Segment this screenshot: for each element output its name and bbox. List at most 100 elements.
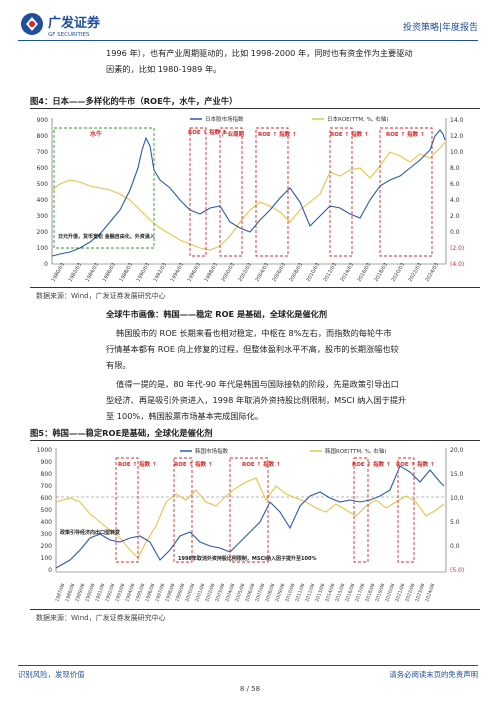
fig5-box-label: ROE ↑ 指数 ↑ <box>242 460 281 468</box>
fig5-ytick: 400 <box>41 519 53 526</box>
para2-line-3: 至 100%，韩国股票市场基本完成国际化。 <box>106 411 264 421</box>
fig5-ytick: 200 <box>41 543 53 550</box>
fig4-xtick: 2002/03 <box>238 262 254 283</box>
fig4-ytick-right: 12.0 <box>450 133 464 140</box>
fig4-box-label: ROE ↑ 指数 ↑ <box>330 130 369 138</box>
fig5-legend-roe: 韩国ROE(TTM, %, 右轴) <box>325 447 387 455</box>
fig4-ytick-right: 0.0 <box>450 229 460 236</box>
figure5-title: 图5：韩国——稳定ROE是基础，全球化是催化剂 <box>30 428 213 438</box>
fig4-xtick: 2000/03 <box>221 262 237 283</box>
fig5-ytick-right: (5.0) <box>450 567 464 574</box>
fig4-box-label: ROE ↑ 指数 ↑ <box>258 130 297 138</box>
section-subhead: 全球牛市画像：韩国——稳定 ROE 是基础，全球化是催化剂 <box>106 309 328 319</box>
fig5-box-label: ROE ↑ 指数 ↑ <box>174 460 213 468</box>
figure4-top-rule <box>30 108 480 109</box>
fig4-xtick: 1994/03 <box>170 262 186 283</box>
figure4-source: 数据来源：Wind，广发证券发展研究中心 <box>36 292 166 300</box>
figure5-source: 数据来源：Wind，广发证券发展研究中心 <box>36 614 166 622</box>
intro-line-1: 1996 年），也有产业周期驱动的，比如 1998-2000 年，同时也有资金作… <box>106 48 413 58</box>
fig5-box-label: ROE ↑ 指数 ↑ <box>352 460 391 468</box>
fig4-ytick: 600 <box>37 165 49 172</box>
fig5-ytick-right: 5.0 <box>450 519 460 526</box>
fig4-ytick-right: 10.0 <box>450 149 464 156</box>
fig4-ytick: 100 <box>37 245 49 252</box>
page-number: 8 / 58 <box>239 685 261 693</box>
fig4-xtick: 1990/03 <box>136 262 152 283</box>
fig5-ytick: 900 <box>41 459 53 466</box>
fig4-ytick: 0 <box>44 261 48 268</box>
fig5-ytick-right: 20.0 <box>450 447 464 454</box>
fig4-xtick: 2004/03 <box>255 262 271 283</box>
para1-line-3: 有限。 <box>106 360 131 370</box>
fig4-xtick: 1980/03 <box>51 262 67 283</box>
fig4-xtick: 1984/03 <box>85 262 101 283</box>
fig4-xtick: 2018/03 <box>374 262 390 283</box>
fig4-box-label: 产业周期 <box>222 130 245 138</box>
figure4-bottom-rule <box>30 287 480 288</box>
company-logo: 广发证券 GF SECURITIES <box>18 8 138 42</box>
report-category: 投资策略|年度报告 <box>402 23 478 33</box>
footer-divider <box>18 665 478 666</box>
fig4-xtick: 2012/03 <box>323 262 339 283</box>
fig4-ytick-right: (2.0) <box>450 245 464 252</box>
footer-slogan: 识别风险，发现价值 <box>18 670 85 679</box>
fig4-ytick-right: 8.0 <box>450 165 460 172</box>
fig4-xtick: 2020/03 <box>391 262 407 283</box>
fig4-xtick: 2022/03 <box>408 262 424 283</box>
figure4-chart: 日本股市场指数 日本ROE(TTM, %, 右轴) 900 800 700 60… <box>37 115 465 283</box>
fig5-box-label: ROE ↑ 指数 ↑ <box>396 460 435 468</box>
fig5-annotation-1: 政策引导经济向出口型转变 <box>60 529 120 536</box>
fig5-ytick-right: 0.0 <box>450 543 460 550</box>
fig4-ytick: 300 <box>37 213 49 220</box>
fig5-ytick: 1000 <box>37 447 52 454</box>
logo-en: GF SECURITIES <box>48 32 90 38</box>
fig4-ytick: 400 <box>37 197 49 204</box>
para1-line-2: 行情基本都有 ROE 向上修复的过程，但整体盈利水平不高，股市的长期涨幅也较 <box>106 344 399 354</box>
fig4-box-label: 水牛 <box>90 130 102 138</box>
fig5-ytick: 700 <box>41 483 53 490</box>
fig5-ytick: 600 <box>41 495 53 502</box>
footer-disclaimer-link[interactable]: 请务必阅读末页的免责声明 <box>389 670 478 679</box>
fig5-ytick: 300 <box>41 531 53 538</box>
fig5-legend-index: 韩国市场指数 <box>195 447 229 455</box>
fig4-ytick-right: 14.0 <box>450 117 464 124</box>
fig4-xtick: 2010/03 <box>306 262 322 283</box>
fig4-xtick: 1988/03 <box>119 262 135 283</box>
fig5-xtick: 1987/08 <box>54 583 66 603</box>
figure5-top-rule <box>30 440 480 441</box>
fig5-ytick: 0 <box>48 567 52 574</box>
fig4-xtick: 2016/03 <box>357 262 373 283</box>
fig5-ytick: 500 <box>41 507 53 514</box>
logo-cn: 广发证券 <box>48 15 101 31</box>
figure5-bottom-rule <box>30 609 480 610</box>
figure5-chart: 韩国市场指数 韩国ROE(TTM, %, 右轴) 1000 900 800 70… <box>37 447 465 603</box>
fig4-xtick: 1992/03 <box>153 262 169 283</box>
fig5-ytick-right: 15.0 <box>450 471 464 478</box>
fig5-annotation-2: 1998年取消外资持股比例限制，MSCI纳入因子提升至100% <box>178 555 316 562</box>
fig4-legend-index: 日本股市场指数 <box>205 115 244 123</box>
fig5-ytick-right: 10.0 <box>450 495 464 502</box>
fig4-ytick: 700 <box>37 149 49 156</box>
para1-line-1: 韩国股市的 ROE 长期来看也相对稳定，中枢在 8%左右，而指数的每轮牛市 <box>116 328 392 338</box>
fig4-xtick: 1998/03 <box>204 262 220 283</box>
fig4-xtick: 2008/03 <box>289 262 305 283</box>
fig4-ytick: 500 <box>37 181 49 188</box>
fig4-box-label: ROE ↑ 指数 ↑ <box>188 128 227 136</box>
fig4-ytick-right: (4.0) <box>450 261 464 268</box>
figure4-title: 图4：日本——多样化的牛市（ROE牛，水牛，产业牛） <box>30 96 238 106</box>
para2-line-2: 型经济、再是吸引外资进入，1998 年取消外资持股比例限制，MSCI 纳入国于提… <box>106 395 407 405</box>
fig4-ytick: 800 <box>37 133 49 140</box>
fig4-xtick: 1996/03 <box>187 262 203 283</box>
fig4-xtick: 2024/03 <box>425 262 441 283</box>
intro-line-2: 因素的，比如 1980-1989 年。 <box>106 64 222 74</box>
header-divider <box>18 40 478 41</box>
fig4-xtick: 1986/03 <box>102 262 118 283</box>
fig4-ytick-right: 2.0 <box>450 213 460 220</box>
fig4-box-label: ROE ↑ 指数 ↑ <box>386 130 425 138</box>
fig4-ytick-right: 4.0 <box>450 197 460 204</box>
fig4-xtick: 2006/03 <box>272 262 288 283</box>
fig5-ytick: 100 <box>41 555 53 562</box>
para2-line-1: 值得一提的是，80 年代-90 年代是韩国与国际接轨的阶段，先是政策引导出口 <box>116 379 399 389</box>
fig5-box-label: ROE ↑ 指数 ↑ <box>118 460 157 468</box>
fig5-ytick: 800 <box>41 471 53 478</box>
